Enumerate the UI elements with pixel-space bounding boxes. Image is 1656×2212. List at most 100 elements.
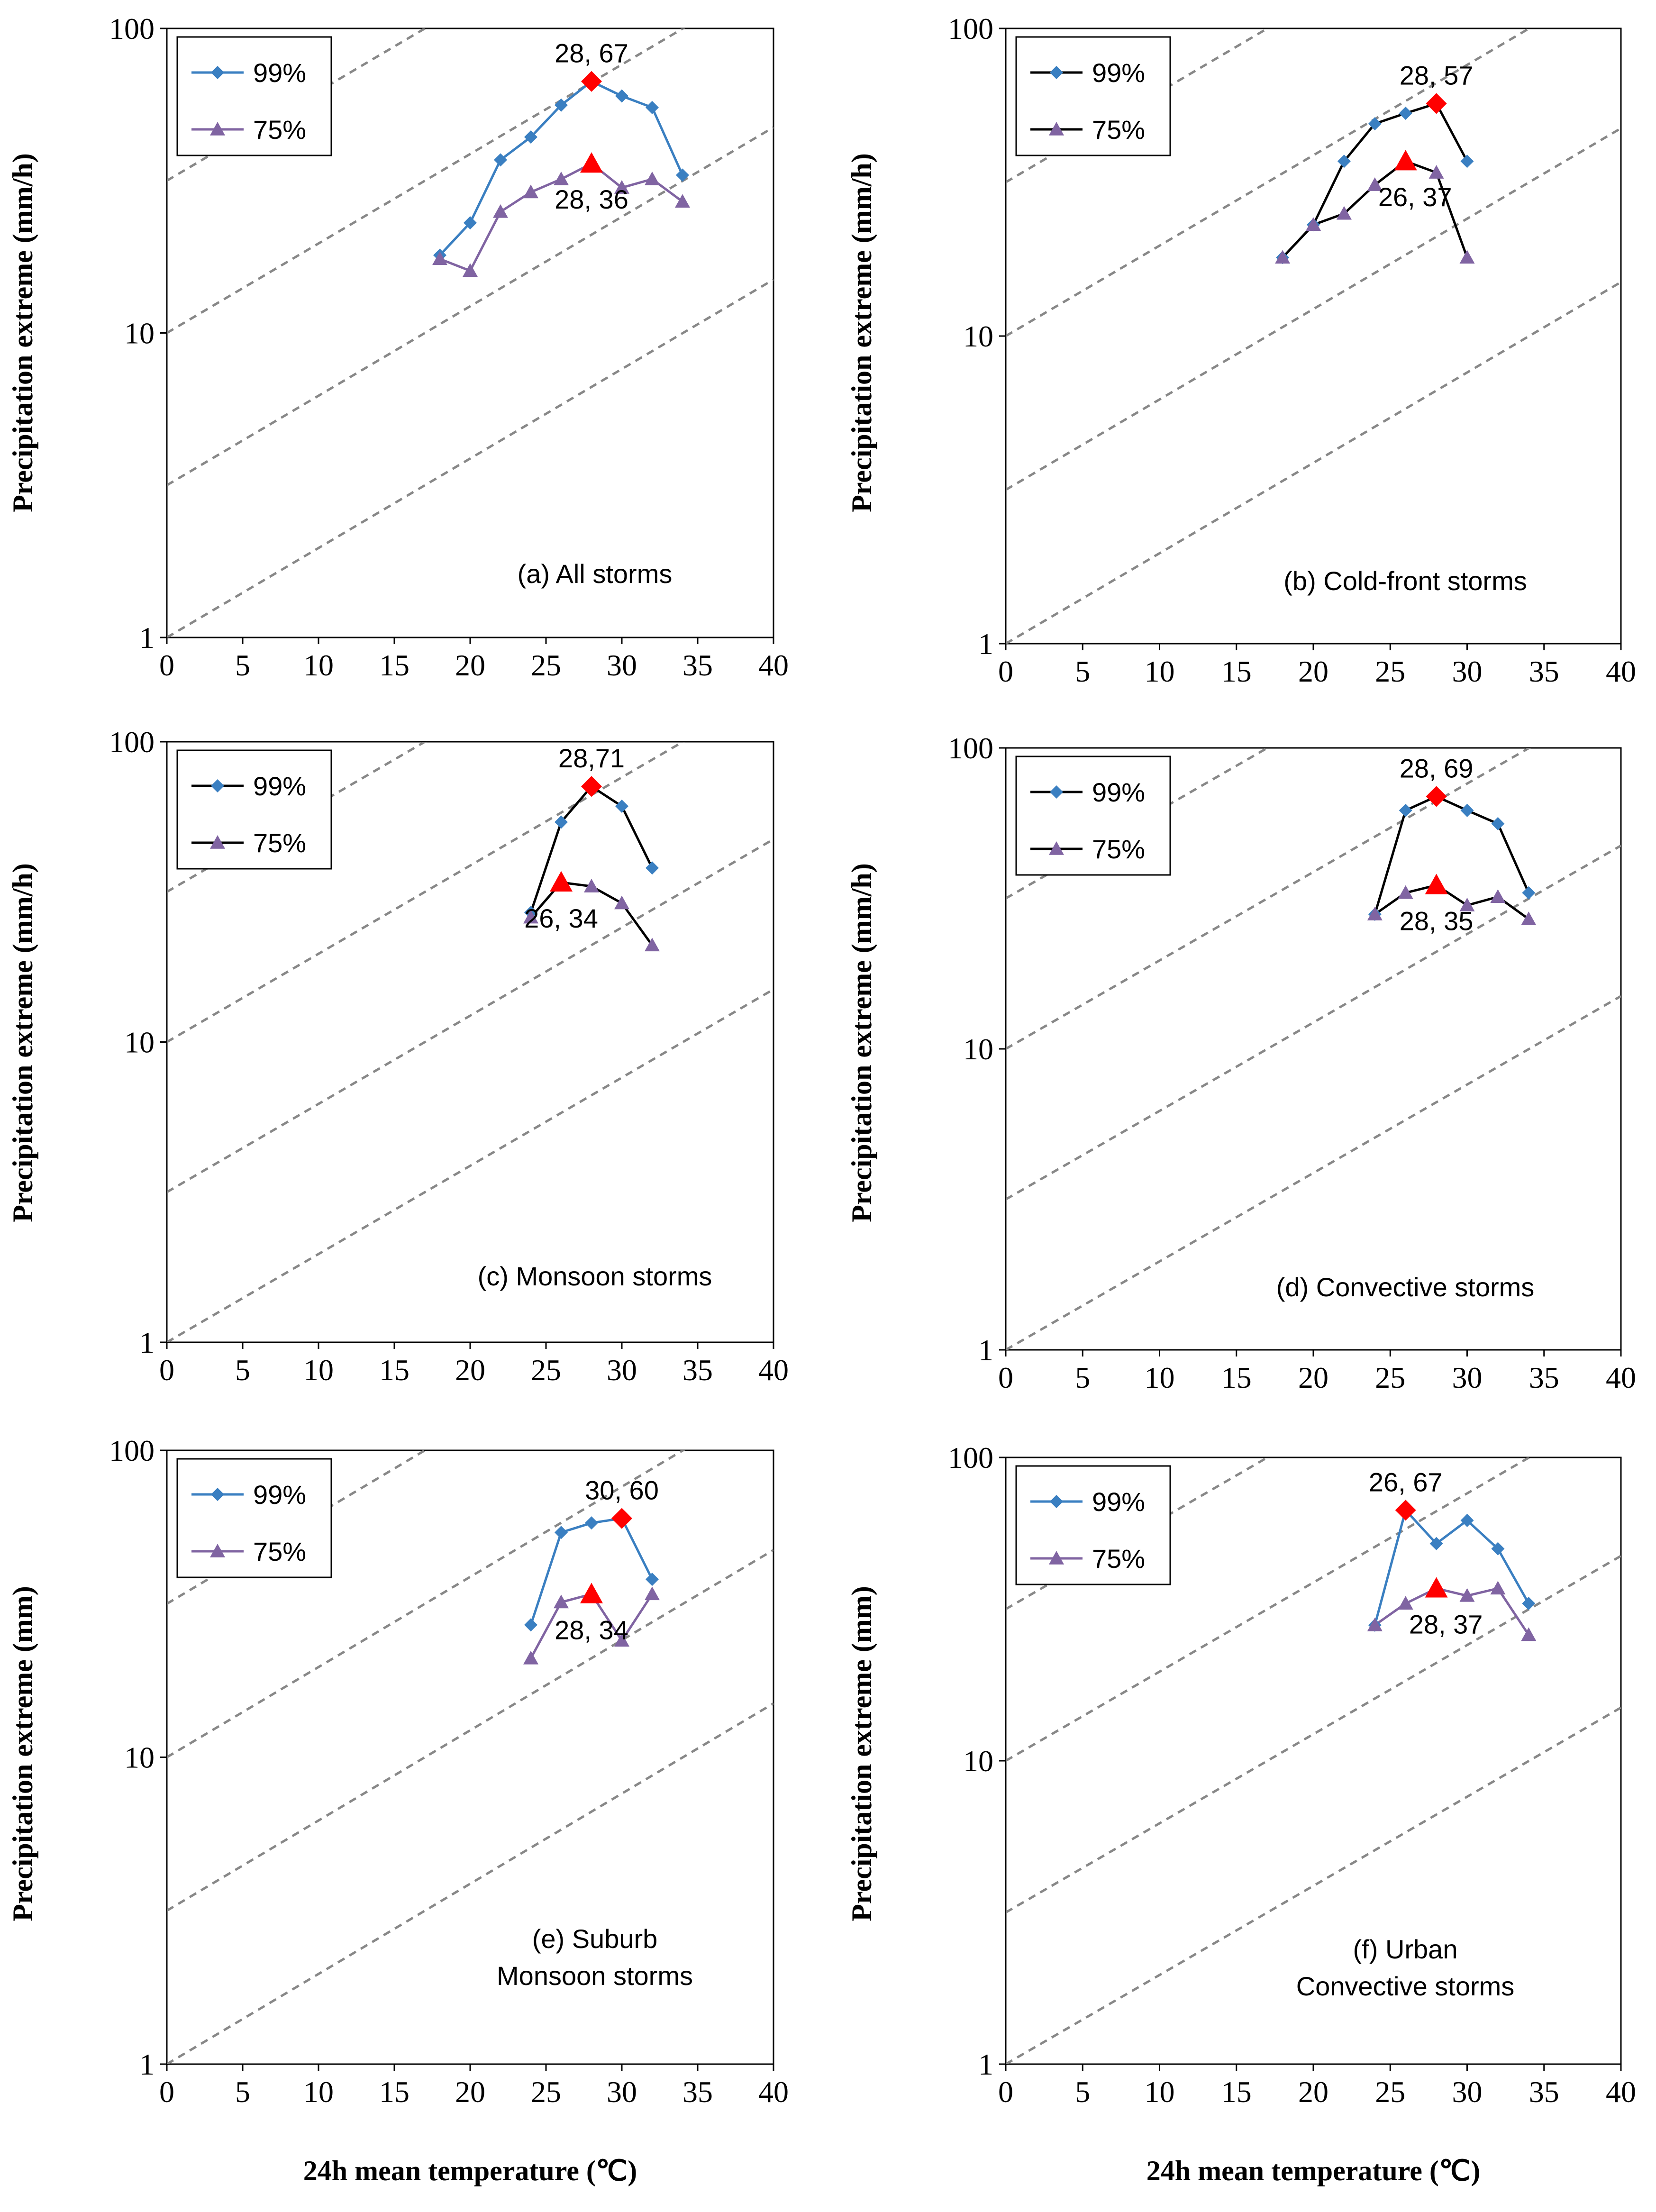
panel-title: Monsoon storms: [497, 1961, 693, 1991]
legend-marker: [1050, 1495, 1063, 1508]
x-tick-label: 35: [682, 1353, 713, 1387]
legend-box: [176, 36, 332, 156]
data-point: [1367, 1617, 1383, 1631]
x-tick-label: 40: [1606, 2075, 1636, 2109]
y-tick-label: 100: [948, 12, 993, 46]
y-tick-label: 100: [948, 731, 993, 765]
panel-title: (f) Urban: [1353, 1934, 1458, 1964]
panel-f: 1 10 100 0 5 10 15 20 25 30 35 40 Precipitation extr…: [846, 1441, 1636, 2186]
data-point: [1460, 1513, 1474, 1527]
data-point: [523, 1650, 538, 1665]
y-tick-label: 1: [139, 1326, 155, 1359]
data-point: [646, 100, 659, 114]
legend-label: 75%: [253, 115, 306, 145]
x-tick-label: 10: [303, 1353, 334, 1387]
legend-marker: [1050, 785, 1063, 799]
highlight-marker: [581, 71, 602, 92]
data-point: [1275, 250, 1291, 264]
legend-marker: [211, 779, 224, 792]
data-label: 28, 57: [1400, 60, 1474, 90]
x-tick-label: 20: [1298, 655, 1328, 688]
data-label: 28, 37: [1409, 1609, 1483, 1639]
data-point: [523, 910, 538, 924]
y-tick-label: 10: [124, 317, 155, 350]
panel-d: 1 10 100 0 5 10 15 20 25 30 35 40 Precipitation extr…: [846, 731, 1636, 1394]
legend-box: [176, 1458, 332, 1578]
guide-line: [1006, 844, 1621, 1201]
data-point: [1398, 1596, 1413, 1610]
highlight-marker: [550, 871, 573, 892]
panel-title: (b) Cold-front storms: [1283, 566, 1527, 596]
data-point: [1368, 117, 1382, 131]
x-tick-label: 0: [159, 1353, 174, 1387]
data-point: [1429, 1537, 1443, 1550]
x-tick-label: 5: [1075, 655, 1090, 688]
y-axis-label: Precipitation extreme (mm): [846, 1586, 877, 1921]
y-tick-label: 100: [109, 12, 155, 46]
data-point: [615, 799, 628, 813]
x-tick-label: 5: [1075, 1361, 1090, 1394]
data-point: [1521, 911, 1537, 925]
legend-box: [1015, 756, 1171, 876]
y-tick-label: 100: [109, 1434, 155, 1467]
guide-line: [1006, 748, 1532, 1050]
legend-marker: [1049, 122, 1064, 136]
x-tick-label: 15: [1221, 655, 1252, 688]
x-tick-label: 30: [607, 648, 637, 682]
legend-label: 99%: [253, 58, 306, 88]
x-tick-label: 35: [682, 648, 713, 682]
data-point: [493, 204, 508, 218]
guide-lines: [167, 28, 773, 637]
series-line-99: [1374, 1508, 1530, 1626]
x-tick-label: 30: [607, 2075, 637, 2109]
data-point: [614, 180, 629, 194]
x-tick-label: 20: [455, 648, 485, 682]
x-tick-label: 30: [1452, 2075, 1483, 2109]
x-tick-label: 25: [1375, 1361, 1405, 1394]
data-point: [1459, 1588, 1475, 1602]
legend-marker: [1049, 1551, 1064, 1565]
legend-marker: [210, 122, 225, 136]
legend-box: [1015, 36, 1171, 156]
x-tick-label: 40: [758, 1353, 789, 1387]
guide-line: [167, 838, 773, 1193]
x-tick-label: 40: [1606, 1361, 1636, 1394]
data-point: [1490, 889, 1506, 903]
data-point: [1398, 885, 1413, 899]
data-point: [1490, 1581, 1506, 1595]
y-tick-label: 1: [139, 2048, 155, 2081]
guide-line: [167, 278, 773, 637]
data-point: [646, 1573, 659, 1586]
x-tick-label: 15: [379, 1353, 409, 1387]
data-label: 26, 67: [1369, 1467, 1443, 1497]
x-tick-label: 10: [1145, 2075, 1175, 2109]
guide-line: [167, 28, 685, 334]
data-point: [555, 98, 568, 112]
data-label: 28, 34: [555, 1615, 628, 1645]
legend-marker: [211, 66, 224, 79]
legend-marker: [210, 835, 225, 849]
legend-label: 75%: [1092, 1544, 1145, 1574]
legend-label: 75%: [253, 828, 306, 858]
highlight-marker: [1426, 93, 1447, 114]
data-label: 28, 35: [1400, 906, 1474, 936]
guide-lines: [1006, 748, 1621, 1350]
data-point: [646, 861, 659, 875]
data-point: [524, 1618, 537, 1632]
x-tick-label: 0: [159, 2075, 174, 2109]
panel-c: 1 10 100 0 5 10 15 20 25 30 35 40 Precipitation extr…: [7, 725, 789, 1387]
data-label: 28, 36: [555, 184, 628, 214]
x-tick-label: 25: [1375, 2075, 1405, 2109]
data-point: [463, 263, 478, 277]
guide-line: [167, 126, 773, 486]
data-label: 30, 60: [585, 1475, 659, 1505]
data-point: [555, 1526, 568, 1539]
y-tick-label: 1: [139, 621, 155, 655]
y-tick-label: 100: [109, 725, 155, 759]
data-point: [554, 1594, 569, 1609]
data-point: [1399, 803, 1412, 817]
x-tick-label: 5: [1075, 2075, 1090, 2109]
panel-title: (d) Convective storms: [1276, 1272, 1535, 1302]
data-label: 28,71: [558, 743, 625, 773]
